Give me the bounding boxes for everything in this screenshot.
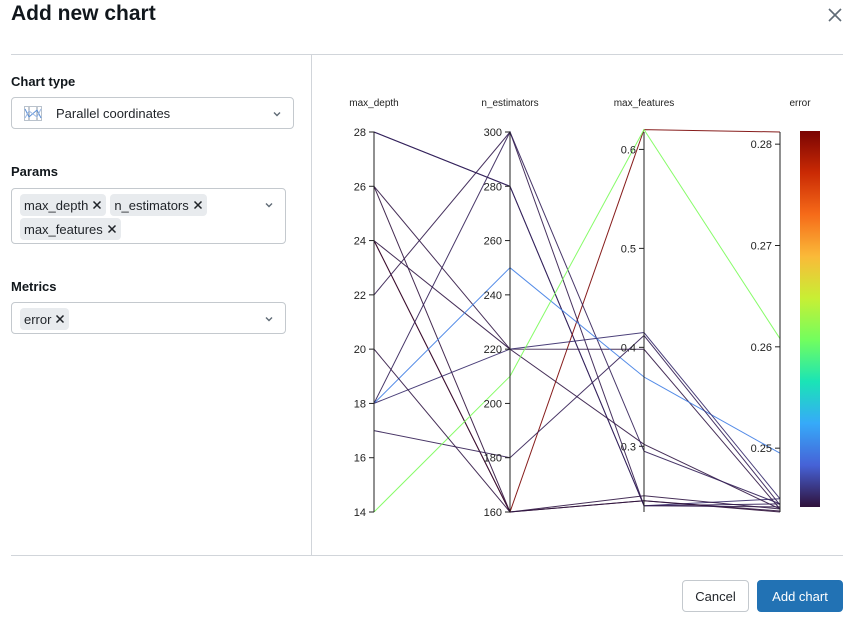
tick-label: 300: [484, 127, 502, 139]
chart-type-value: Parallel coordinates: [56, 106, 171, 121]
run-line: [373, 348, 781, 513]
axis-title: max_features: [614, 98, 675, 109]
params-label: Params: [11, 164, 58, 179]
param-chip-n-estimators: n_estimators: [110, 194, 207, 216]
metrics-multiselect[interactable]: error: [11, 302, 286, 334]
run-line: [373, 331, 781, 500]
tick-label: 20: [354, 344, 366, 356]
chevron-down-icon: [273, 112, 281, 117]
remove-chip-icon[interactable]: [193, 200, 203, 210]
tick-label: 160: [484, 507, 502, 519]
panel-divider: [311, 55, 312, 555]
run-line: [373, 131, 781, 508]
run-line: [373, 128, 781, 513]
footer-divider: [11, 555, 843, 556]
header-divider: [11, 54, 843, 55]
tick-label: 240: [484, 290, 502, 302]
run-line: [373, 240, 781, 510]
tick-label: 28: [354, 127, 366, 139]
tick-label: 0.28: [751, 139, 772, 151]
tick-label: 0.5: [621, 243, 636, 255]
dialog-title: Add new chart: [11, 2, 156, 25]
tick-label: 0.4: [621, 342, 636, 354]
metrics-label: Metrics: [11, 279, 57, 294]
chevron-down-icon: [265, 203, 273, 208]
close-icon[interactable]: [825, 5, 845, 25]
run-line: [373, 267, 781, 454]
chart-type-label: Chart type: [11, 74, 76, 89]
remove-chip-icon[interactable]: [55, 314, 65, 324]
tick-label: 0.6: [621, 144, 636, 156]
tick-label: 18: [354, 398, 366, 410]
chip-label: max_depth: [24, 197, 89, 213]
tick-label: 22: [354, 290, 366, 302]
remove-chip-icon[interactable]: [92, 200, 102, 210]
tick-label: 280: [484, 181, 502, 193]
parallel-coordinates-chart: max_depth 14 16 18 20 22 24 26 28 n_estimators 160…: [349, 98, 820, 519]
tick-label: 180: [484, 453, 502, 465]
tick-label: 14: [354, 507, 366, 519]
axis-title: max_depth: [349, 98, 398, 109]
param-chip-max-features: max_features: [20, 218, 121, 240]
tick-label: 24: [354, 236, 366, 248]
remove-chip-icon[interactable]: [107, 224, 117, 234]
axis-title: n_estimators: [481, 98, 538, 109]
tick-label: 0.27: [751, 240, 772, 252]
chart-type-select[interactable]: Parallel coordinates: [11, 97, 294, 129]
run-line: [373, 130, 781, 505]
tick-label: 16: [354, 453, 366, 465]
cancel-button[interactable]: Cancel: [682, 580, 749, 612]
param-chip-max-depth: max_depth: [20, 194, 107, 216]
metric-chip-error: error: [20, 308, 70, 330]
chip-label: error: [24, 311, 52, 327]
chip-label: max_features: [24, 221, 103, 237]
params-multiselect[interactable]: max_depth n_estimators max_features: [11, 188, 286, 244]
chevron-down-icon: [265, 317, 273, 322]
tick-label: 0.3: [621, 441, 636, 453]
tick-label: 26: [354, 181, 366, 193]
run-line: [373, 185, 781, 510]
run-line: [373, 131, 781, 507]
tick-label: 260: [484, 236, 502, 248]
chip-label: n_estimators: [114, 197, 189, 213]
tick-label: 0.26: [751, 342, 772, 354]
axis-title: error: [789, 98, 811, 109]
parallel-coordinates-icon: [24, 106, 42, 121]
run-line: [373, 129, 781, 514]
tick-label: 200: [484, 398, 502, 410]
add-chart-button[interactable]: Add chart: [757, 580, 843, 612]
tick-label: 0.25: [751, 443, 772, 455]
tick-label: 220: [484, 344, 502, 356]
colorbar: [800, 131, 820, 507]
